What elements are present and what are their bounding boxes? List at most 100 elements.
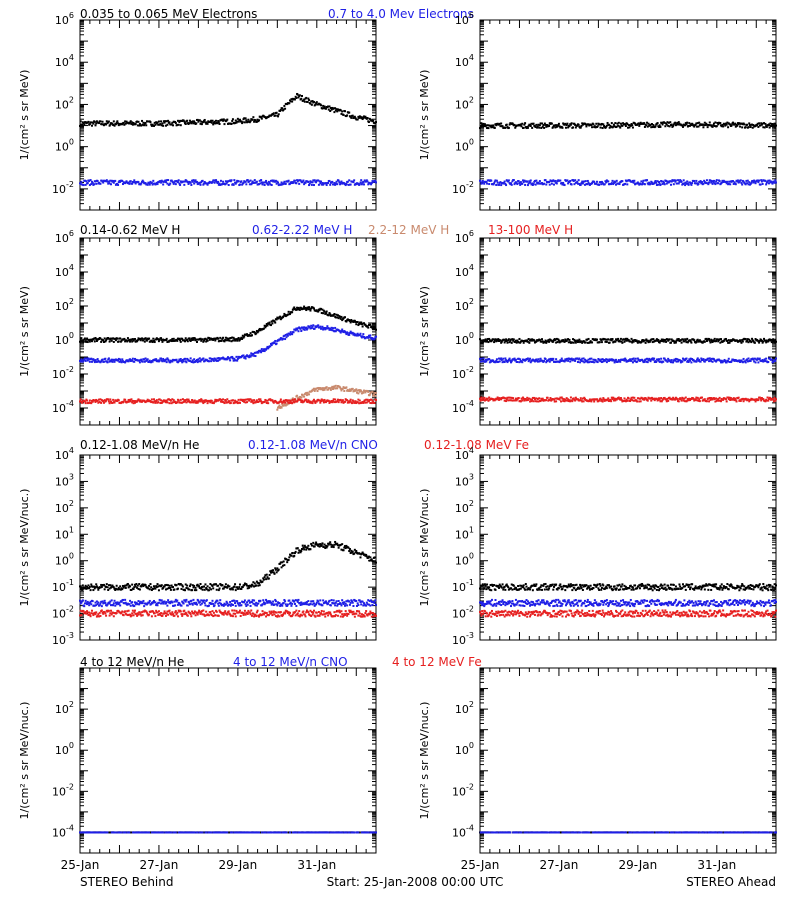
data-point: [657, 338, 660, 341]
data-point: [206, 339, 209, 342]
data-point: [647, 359, 650, 362]
data-point: [238, 401, 241, 404]
data-point: [345, 386, 348, 389]
data-point: [152, 337, 155, 340]
data-point: [372, 327, 375, 330]
data-point: [285, 399, 288, 402]
data-point: [603, 183, 606, 186]
data-point: [574, 359, 577, 362]
data-point: [712, 340, 715, 343]
data-point: [102, 181, 105, 184]
data-point: [586, 183, 589, 186]
data-point: [714, 121, 717, 124]
data-point: [373, 391, 376, 394]
data-point: [506, 341, 509, 344]
data-point: [614, 360, 617, 363]
data-point: [508, 357, 511, 360]
data-point: [226, 398, 229, 401]
data-point: [353, 332, 356, 335]
data-point: [115, 121, 118, 124]
data-point: [329, 327, 332, 330]
data-point: [327, 388, 330, 391]
data-point: [588, 361, 591, 364]
data-point: [767, 123, 770, 126]
data-point: [342, 113, 345, 116]
data-point: [684, 339, 687, 342]
data-point: [720, 125, 723, 128]
data-point: [536, 126, 539, 129]
data-point: [519, 340, 522, 343]
data-point: [709, 341, 712, 344]
data-point: [479, 338, 481, 341]
data-point: [106, 180, 109, 183]
data-point: [772, 361, 775, 364]
data-point: [529, 361, 532, 364]
data-point: [688, 122, 691, 125]
data-point: [664, 338, 667, 341]
data-point: [650, 123, 653, 126]
data-point: [218, 339, 221, 342]
data-point: [549, 357, 552, 360]
data-point: [529, 125, 532, 128]
data-point: [198, 399, 201, 402]
data-point: [563, 184, 566, 187]
data-point: [276, 408, 279, 411]
data-point: [334, 384, 337, 387]
data-point: [310, 181, 313, 184]
data-point: [550, 359, 553, 362]
data-point: [186, 398, 189, 401]
data-point: [197, 182, 200, 185]
data-point: [660, 339, 663, 342]
data-point: [105, 120, 108, 123]
data-point: [705, 337, 708, 340]
data-point: [113, 360, 116, 363]
data-point: [585, 125, 588, 128]
data-point: [537, 358, 540, 361]
data-point: [578, 338, 581, 341]
data-point: [136, 339, 139, 342]
data-point: [557, 123, 560, 126]
data-point: [681, 124, 684, 127]
data-point: [79, 340, 81, 343]
data-point: [685, 123, 688, 126]
data-point: [191, 338, 194, 341]
data-point: [499, 125, 502, 128]
data-point: [567, 182, 570, 185]
data-point: [615, 179, 618, 182]
data-point: [761, 341, 764, 344]
data-point: [484, 399, 487, 402]
data-point: [548, 183, 551, 186]
data-point: [265, 348, 268, 351]
data-point: [159, 180, 162, 183]
data-point: [747, 183, 750, 186]
data-point: [667, 121, 670, 124]
data-point: [241, 337, 244, 340]
data-point: [251, 180, 254, 183]
data-point: [739, 125, 742, 128]
data-point: [250, 399, 253, 402]
data-point: [101, 120, 104, 123]
data-point: [341, 319, 344, 322]
data-point: [103, 399, 106, 402]
data-point: [496, 339, 499, 342]
data-point: [90, 340, 93, 343]
data-point: [587, 123, 590, 126]
data-point: [237, 180, 240, 183]
data-point: [123, 337, 126, 340]
data-point: [358, 321, 361, 324]
data-point: [661, 340, 664, 343]
data-point: [118, 360, 121, 363]
data-point: [599, 126, 602, 129]
data-point: [736, 122, 739, 125]
data-point: [245, 119, 248, 122]
data-point: [712, 180, 715, 183]
data-point: [219, 400, 222, 403]
data-point: [215, 359, 218, 362]
data-point: [700, 182, 703, 185]
data-point: [775, 357, 777, 360]
data-point: [736, 339, 739, 342]
data-point: [323, 398, 326, 401]
data-point: [668, 125, 671, 128]
data-point: [723, 358, 726, 361]
data-point: [328, 105, 331, 108]
